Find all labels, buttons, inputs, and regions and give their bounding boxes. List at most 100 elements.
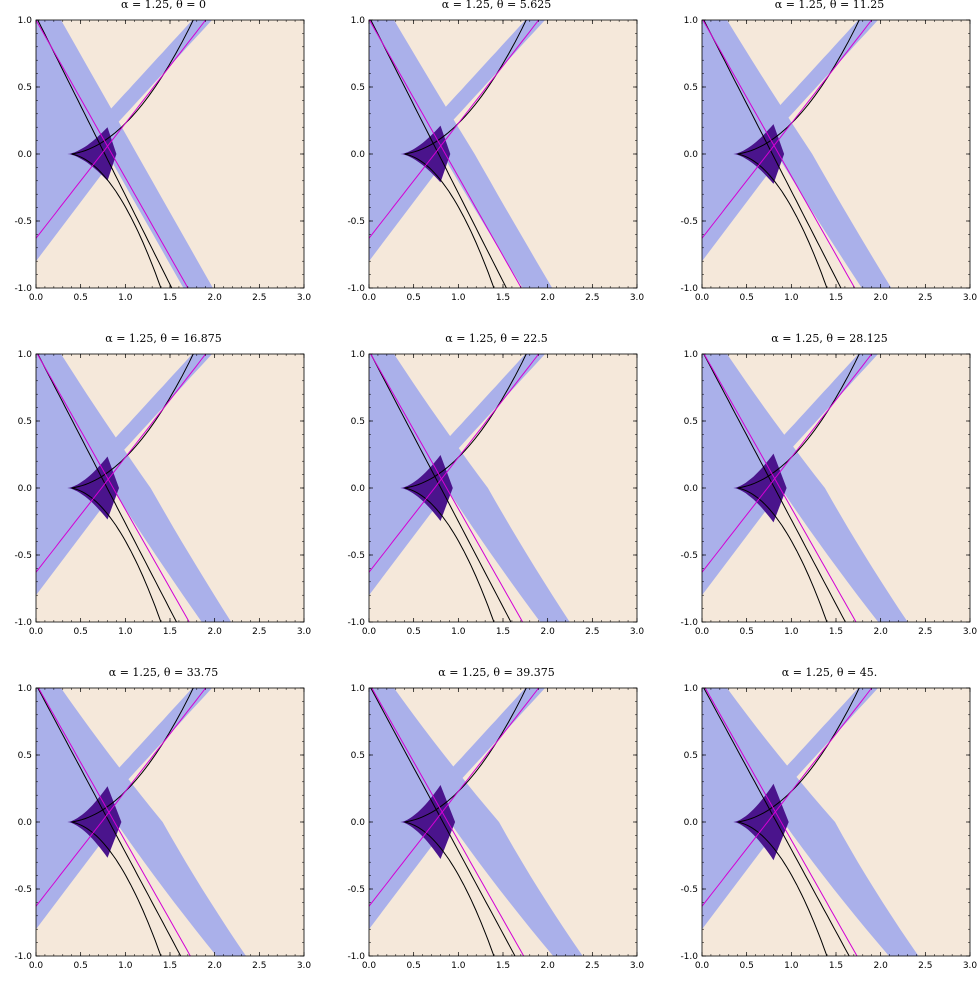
black-curve (737, 153, 828, 288)
magenta-curve (38, 688, 191, 956)
x-tick-label: 3.0 (630, 961, 645, 971)
x-tick-label: 0.5 (407, 293, 421, 303)
black-curve (71, 20, 194, 155)
x-tick-label: 0.0 (695, 961, 710, 971)
x-tick-label: 1.5 (163, 961, 177, 971)
magenta-curve (702, 20, 873, 240)
x-tick-label: 2.0 (874, 293, 889, 303)
plot-title: α = 1.25, θ = 22.5 (445, 332, 548, 345)
y-tick-label: 0.0 (351, 484, 366, 494)
y-tick-label: 1.0 (684, 16, 699, 26)
magenta-curve (369, 20, 522, 288)
y-tick-label: -0.5 (347, 885, 365, 895)
light-region (369, 356, 445, 596)
black-curve (404, 821, 495, 956)
light-region (94, 354, 212, 462)
y-tick-label: -0.5 (680, 885, 698, 895)
x-tick-label: 2.5 (585, 961, 599, 971)
magenta-curve (369, 20, 540, 240)
x-tick-label: 3.0 (963, 293, 978, 303)
plot-canvas: 0.0 0.5 1.0 1.5 2.0 2.5 3.0 -1.0 -0.5 0.0 0.5 1.0 (680, 16, 978, 303)
plot-canvas: 0.0 0.5 1.0 1.5 2.0 2.5 3.0 -1.0 -0.5 0.0 0.5 1.0 (14, 350, 311, 637)
x-tick-label: 1.0 (451, 627, 466, 637)
y-tick-label: -1.0 (680, 284, 698, 294)
black-curve (37, 20, 173, 288)
light-region (94, 688, 212, 796)
x-tick-label: 1.0 (784, 293, 799, 303)
x-tick-label: 0.5 (740, 627, 754, 637)
magenta-curve (36, 20, 189, 288)
x-tick-label: 2.0 (208, 961, 223, 971)
plot-title: α = 1.25, θ = 0 (121, 0, 206, 11)
x-tick-label: 3.0 (963, 627, 978, 637)
x-tick-label: 2.5 (252, 627, 266, 637)
black-curve (737, 354, 860, 489)
x-tick-label: 2.0 (208, 627, 223, 637)
y-tick-label: 0.5 (18, 751, 32, 761)
x-tick-label: 1.5 (496, 961, 510, 971)
plot-region-layer (36, 20, 213, 288)
y-tick-label: 1.0 (351, 684, 366, 694)
black-curve (737, 487, 828, 622)
light-region (702, 22, 778, 262)
black-curve (71, 688, 194, 823)
plot-panel-5: α = 1.25, θ = 22.5 0.0 0.5 1.0 1.5 2.0 2.5 3.0… (333, 332, 660, 661)
black-curve (703, 354, 846, 622)
x-tick-label: 2.5 (585, 627, 599, 637)
magenta-curve (369, 354, 540, 574)
black-curve (404, 487, 495, 622)
plot-region-layer (369, 20, 553, 288)
y-tick-label: 0.0 (684, 150, 699, 160)
magenta-curve (370, 354, 524, 622)
light-region (702, 354, 908, 622)
y-tick-label: 0.0 (684, 818, 699, 828)
plot-canvas: 0.0 0.5 1.0 1.5 2.0 2.5 3.0 -1.0 -0.5 0.0 0.5 1.0 (680, 684, 977, 971)
plot-title: α = 1.25, θ = 33.75 (108, 666, 219, 679)
black-curve (404, 354, 527, 489)
plot-canvas: 0.0 0.5 1.0 1.5 2.0 2.5 3.0 -1.0 -0.5 0.0 0.5 1.0 (347, 350, 644, 637)
magenta-curve (702, 20, 856, 288)
x-tick-label: 1.0 (118, 961, 133, 971)
plot-panel-9: α = 1.25, θ = 45. 0.0 0.5 1.0 1.5 2.0 2.5 3.0 -… (666, 666, 980, 995)
x-tick-label: 0.5 (740, 293, 754, 303)
x-tick-label: 1.0 (118, 627, 133, 637)
magenta-curve (369, 688, 540, 908)
magenta-curve (703, 354, 857, 622)
magenta-curve (36, 20, 207, 240)
x-tick-label: 1.0 (784, 961, 799, 971)
x-tick-label: 0.0 (29, 293, 44, 303)
light-region (427, 20, 545, 128)
plot-canvas: 0.0 0.5 1.0 1.5 2.0 2.5 3.0 -1.0 -0.5 0.0 0.5 1.0 (14, 684, 311, 971)
x-tick-label: 2.5 (585, 293, 599, 303)
light-region (369, 690, 445, 930)
x-tick-label: 2.0 (541, 627, 556, 637)
dark-region (400, 455, 453, 521)
black-curve (71, 354, 194, 489)
y-tick-label: -1.0 (680, 952, 698, 962)
y-tick-label: -1.0 (347, 952, 365, 962)
x-tick-label: 0.0 (362, 627, 377, 637)
light-region (36, 22, 112, 262)
y-tick-label: -1.0 (14, 284, 32, 294)
y-tick-label: 1.0 (18, 350, 33, 360)
light-region (702, 20, 892, 288)
magenta-curve (704, 688, 858, 956)
light-region (702, 356, 778, 596)
light-region (36, 354, 232, 622)
y-tick-label: 1.0 (351, 16, 366, 26)
black-curve (71, 153, 162, 288)
dark-region (400, 785, 456, 859)
x-tick-label: 0.5 (740, 961, 754, 971)
plot-region-layer (36, 354, 232, 622)
magenta-curve (702, 354, 873, 574)
y-tick-label: 0.5 (351, 83, 365, 93)
magenta-curve (371, 688, 525, 956)
black-curve (37, 354, 177, 622)
plot-region-layer (369, 354, 570, 622)
x-tick-label: 0.5 (74, 627, 88, 637)
plot-canvas: 0.0 0.5 1.0 1.5 2.0 2.5 3.0 -1.0 -0.5 0.0 0.5 1.0 (347, 16, 644, 303)
dark-region (67, 456, 119, 520)
dark-region (733, 783, 789, 861)
light-region (760, 688, 878, 796)
